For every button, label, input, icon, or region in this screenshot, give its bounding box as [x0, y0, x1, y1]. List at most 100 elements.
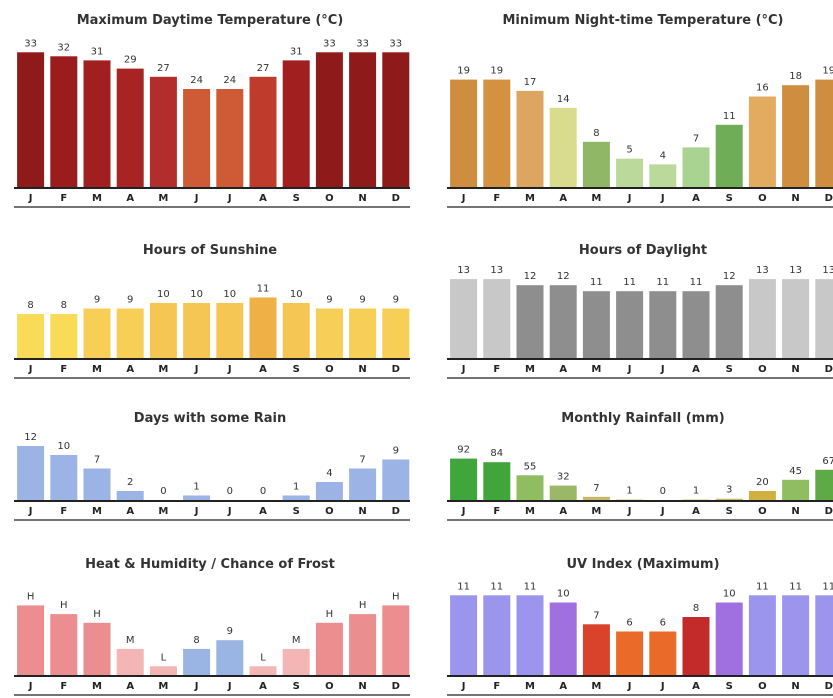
bar-0 — [450, 79, 478, 187]
value-label-9: H — [326, 609, 334, 620]
value-label-8: 12 — [723, 271, 736, 282]
bar-11 — [815, 79, 833, 187]
value-label-2: 9 — [94, 295, 100, 306]
value-label-10: 13 — [789, 265, 802, 276]
month-tick-0: J — [461, 506, 466, 517]
month-tick-4: M — [591, 364, 601, 375]
bar-6 — [216, 89, 244, 187]
bar-10 — [349, 468, 377, 500]
value-label-7: 1 — [693, 486, 699, 497]
month-tick-5: J — [627, 506, 632, 517]
month-tick-8: S — [726, 506, 733, 517]
month-tick-5: J — [627, 193, 632, 204]
value-label-0: 12 — [24, 432, 37, 443]
bar-1 — [483, 279, 511, 358]
bar-9 — [748, 279, 776, 358]
month-tick-6: J — [660, 506, 665, 517]
bar-4 — [582, 141, 610, 187]
value-label-2: 55 — [524, 461, 537, 472]
bar-9 — [748, 491, 776, 500]
month-tick-6: J — [227, 681, 232, 692]
month-tick-7: A — [259, 364, 267, 375]
chart-title: Monthly Rainfall (mm) — [561, 411, 724, 426]
month-tick-7: A — [259, 193, 267, 204]
bar-5 — [183, 495, 211, 500]
chart-title: UV Index (Maximum) — [566, 557, 719, 572]
month-tick-4: M — [158, 506, 168, 517]
bar-7 — [682, 617, 710, 675]
value-label-4: 7 — [593, 483, 599, 494]
month-tick-3: A — [559, 681, 567, 692]
bar-10 — [349, 308, 377, 358]
value-label-1: 32 — [57, 42, 70, 53]
month-tick-11: D — [392, 681, 400, 692]
value-label-1: 19 — [490, 66, 503, 77]
value-label-7: 27 — [257, 63, 270, 74]
chart-title: Days with some Rain — [134, 411, 286, 426]
bar-0 — [17, 314, 45, 358]
value-label-2: 17 — [524, 77, 537, 88]
bar-11 — [382, 52, 410, 188]
month-tick-10: N — [358, 506, 366, 517]
month-tick-7: A — [692, 681, 700, 692]
month-tick-5: J — [194, 681, 199, 692]
value-label-11: 33 — [389, 38, 402, 49]
value-label-9: 4 — [326, 468, 332, 479]
chart-min-temp: Minimum Night-time Temperature (°C) 19 19… — [447, 13, 833, 208]
bar-10 — [782, 85, 810, 187]
value-label-6: 9 — [227, 626, 233, 637]
value-label-2: 11 — [524, 581, 537, 592]
bar-2 — [83, 468, 111, 500]
chart-title: Hours of Sunshine — [143, 243, 277, 258]
value-label-5: 1 — [193, 482, 199, 493]
chart-title: Minimum Night-time Temperature (°C) — [503, 13, 784, 28]
month-tick-8: S — [726, 681, 733, 692]
value-label-0: 8 — [27, 300, 33, 311]
value-label-11: 9 — [393, 446, 399, 457]
value-label-8: 11 — [723, 111, 736, 122]
month-tick-3: A — [126, 506, 134, 517]
month-tick-6: J — [660, 193, 665, 204]
bar-7 — [249, 76, 277, 188]
bar-0 — [450, 279, 478, 358]
month-tick-5: J — [194, 506, 199, 517]
panel-max-temp: Maximum Daytime Temperature (°C) 33 32 31 2… — [10, 0, 410, 222]
bar-2 — [516, 90, 544, 187]
value-label-1: 11 — [490, 581, 503, 592]
bar-4 — [582, 624, 610, 676]
month-tick-9: O — [758, 364, 767, 375]
value-label-2: H — [93, 609, 101, 620]
month-tick-8: S — [293, 364, 300, 375]
month-tick-7: A — [259, 681, 267, 692]
month-tick-3: A — [126, 364, 134, 375]
value-label-0: H — [27, 591, 35, 602]
value-label-5: 6 — [626, 618, 632, 629]
value-label-1: 8 — [61, 300, 67, 311]
value-label-4: 11 — [590, 277, 603, 288]
value-label-4: 8 — [593, 128, 599, 139]
value-label-7: 0 — [260, 486, 266, 497]
value-label-10: 33 — [356, 38, 369, 49]
bar-6 — [649, 631, 677, 675]
panel-daylight: Hours of Daylight 13 13 12 12 11 11 11 11 12 13 13… — [443, 228, 833, 380]
value-label-7: 11 — [690, 277, 703, 288]
month-tick-8: S — [293, 506, 300, 517]
bar-9 — [315, 482, 343, 500]
bar-10 — [782, 279, 810, 358]
month-tick-1: F — [60, 681, 67, 692]
value-label-2: 12 — [524, 271, 537, 282]
value-label-3: 9 — [127, 295, 133, 306]
bar-2 — [516, 475, 544, 501]
value-label-4: 7 — [593, 610, 599, 621]
value-label-1: 13 — [490, 265, 503, 276]
month-tick-8: S — [293, 193, 300, 204]
bar-5 — [616, 291, 644, 358]
value-label-8: 3 — [726, 485, 732, 496]
month-tick-1: F — [493, 506, 500, 517]
value-label-10: 45 — [789, 466, 802, 477]
value-label-0: 33 — [24, 38, 37, 49]
bar-0 — [450, 458, 478, 500]
bar-9 — [748, 96, 776, 187]
value-label-11: 67 — [822, 456, 833, 467]
value-label-9: 13 — [756, 265, 769, 276]
